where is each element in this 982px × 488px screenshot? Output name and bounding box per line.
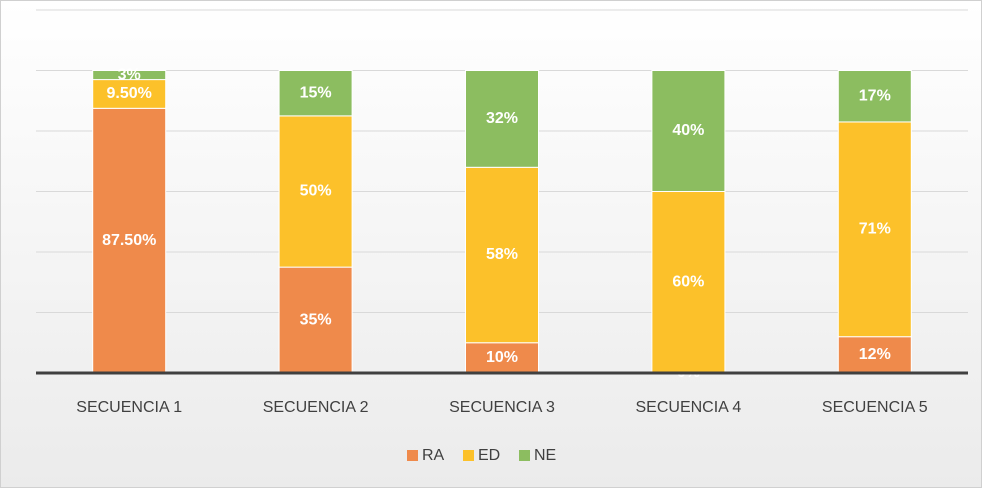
bar-segment [465, 70, 539, 168]
data-label: 58% [486, 246, 518, 263]
bar-segment [278, 115, 353, 268]
x-tick-label: SECUENCIA 2 [263, 399, 369, 416]
x-tick-label: SECUENCIA 1 [76, 399, 182, 416]
data-label: 15% [300, 84, 332, 101]
bar-segment [837, 121, 912, 338]
legend-swatch [519, 450, 530, 461]
bar-segment [651, 70, 726, 192]
legend-label: ED [478, 447, 500, 464]
x-tick-label: SECUENCIA 5 [822, 399, 928, 416]
legend-swatch [407, 450, 418, 461]
bar-segment [837, 70, 912, 123]
data-label: 50% [300, 183, 332, 200]
data-label: 17% [859, 87, 891, 104]
data-label: 35% [300, 311, 332, 328]
data-label: 87.50% [102, 232, 156, 249]
data-label: 71% [859, 221, 891, 238]
legend-label: RA [422, 447, 445, 464]
bar-segment [465, 166, 539, 344]
x-tick-label: SECUENCIA 4 [635, 399, 741, 416]
bar-segment [278, 266, 353, 374]
legend-swatch [463, 450, 474, 461]
data-label: 3% [118, 66, 141, 83]
data-label: 12% [859, 346, 891, 363]
data-label: 10% [486, 349, 518, 366]
data-label: 32% [486, 110, 518, 127]
data-label: 60% [672, 273, 704, 290]
bar-segment [92, 107, 167, 374]
bar-segment [651, 191, 726, 374]
bar-segment [278, 70, 353, 117]
bar-segment [837, 336, 912, 374]
data-label: 9.50% [107, 85, 152, 102]
bar-segment [92, 70, 167, 81]
legend-label: NE [534, 447, 556, 464]
bar-segment [92, 79, 167, 109]
x-tick-label: SECUENCIA 3 [449, 399, 555, 416]
data-label: 40% [672, 122, 704, 139]
